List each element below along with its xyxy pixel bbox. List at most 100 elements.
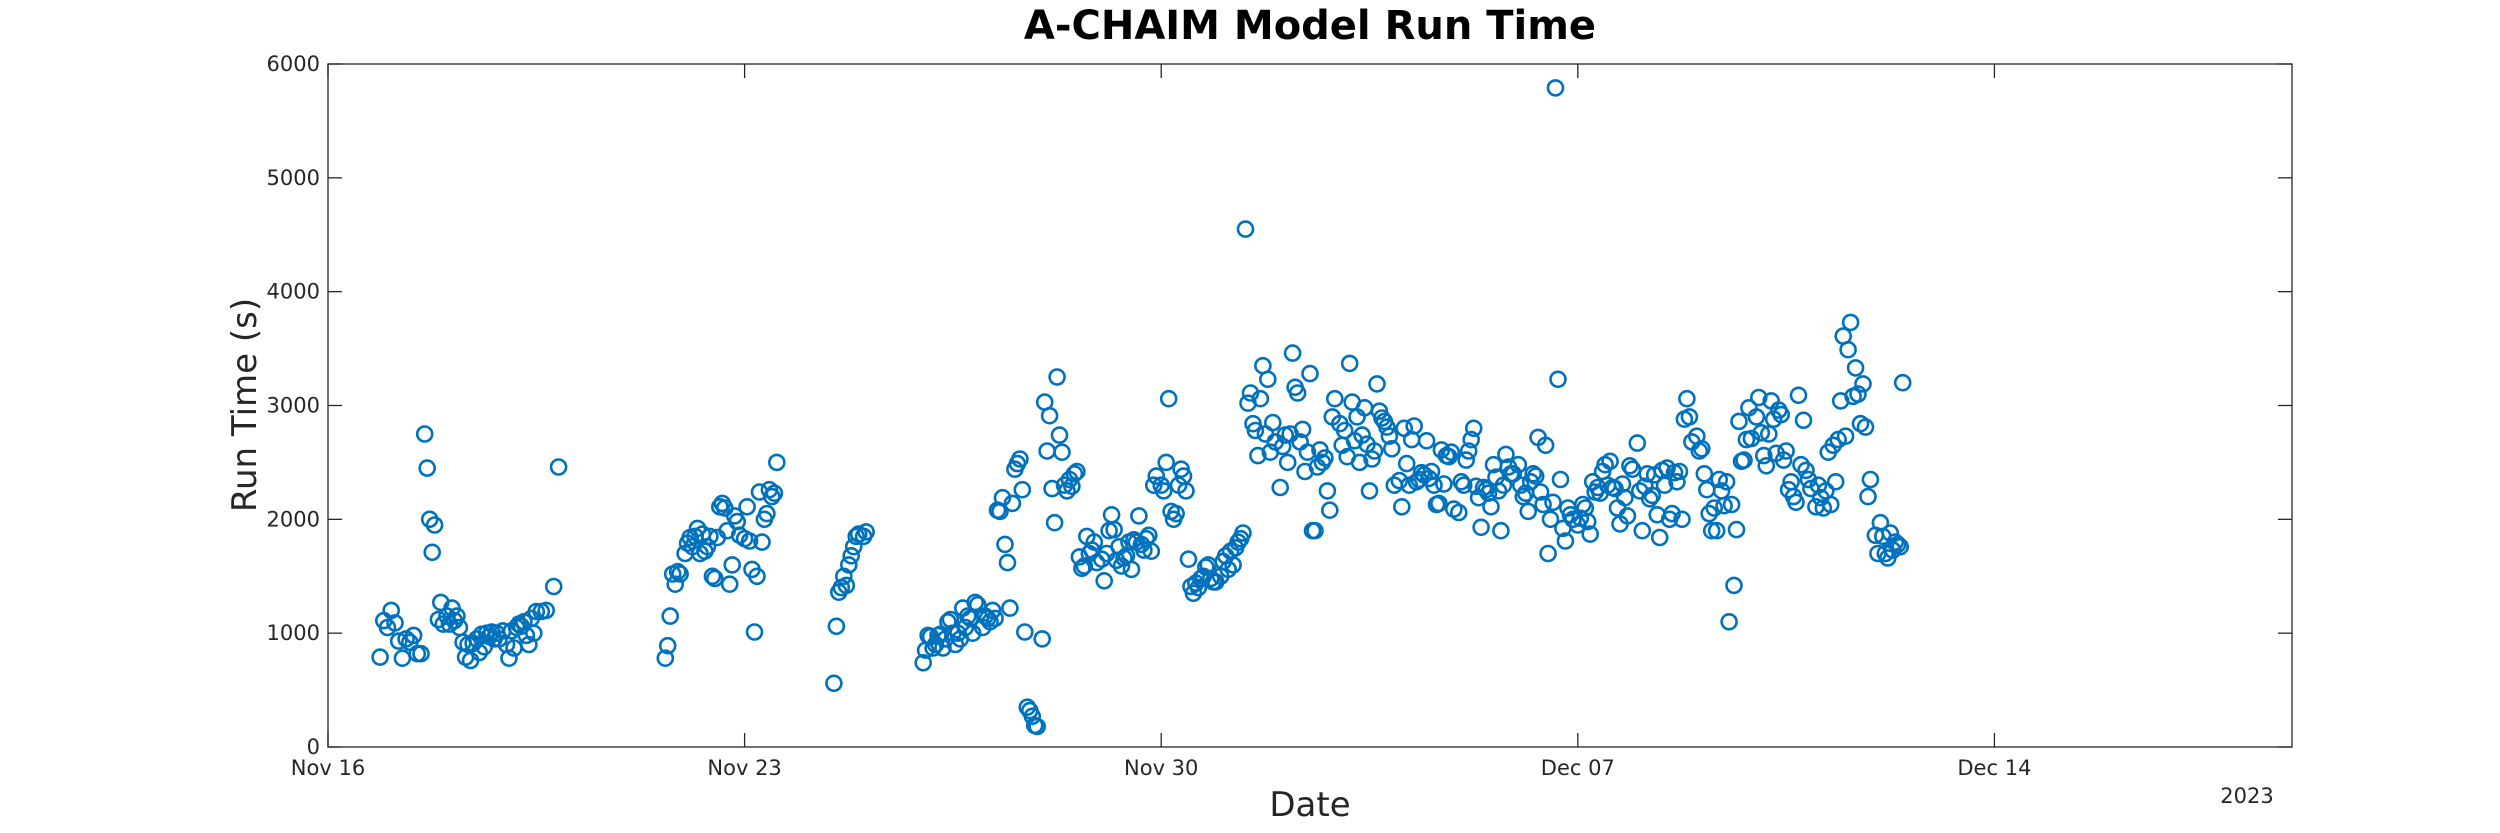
data-point — [1326, 389, 1344, 408]
data-point — [1534, 495, 1552, 514]
data-point — [1742, 429, 1761, 448]
data-point — [1621, 456, 1639, 475]
data-point — [720, 575, 739, 594]
data-point — [1462, 430, 1480, 449]
data-point — [425, 516, 444, 534]
data-point — [1536, 436, 1555, 455]
data-point — [1283, 344, 1302, 362]
data-point — [1539, 544, 1557, 563]
x-axis-label: Date — [1269, 785, 1350, 825]
data-point — [1752, 423, 1771, 442]
data-point — [1040, 406, 1059, 425]
data-point — [1678, 389, 1696, 408]
data-point — [524, 624, 543, 643]
data-point — [998, 553, 1017, 572]
data-point — [842, 546, 861, 565]
data-point — [1301, 364, 1319, 383]
data-point — [1581, 525, 1599, 543]
data-point — [1179, 550, 1198, 569]
data-point — [1095, 571, 1113, 590]
data-point — [993, 488, 1012, 507]
data-point — [389, 632, 408, 650]
data-point — [723, 556, 742, 574]
data-point — [1365, 442, 1384, 460]
data-point — [1643, 486, 1661, 505]
data-point — [1574, 495, 1592, 514]
data-point — [1273, 437, 1292, 456]
data-point — [1497, 445, 1515, 464]
y-tick-label: 2000 — [267, 507, 320, 531]
data-point — [1893, 373, 1912, 392]
data-point — [1797, 461, 1815, 480]
x-tick-label: Nov 23 — [707, 756, 781, 780]
data-point — [1856, 418, 1875, 436]
data-point — [1789, 386, 1808, 405]
data-point — [1229, 533, 1247, 551]
data-point — [1368, 375, 1386, 393]
data-point — [1859, 487, 1877, 506]
data-point — [537, 601, 556, 620]
data-point — [1715, 496, 1733, 515]
data-point — [1045, 513, 1064, 532]
data-point — [1673, 510, 1691, 529]
x-tick-label: Nov 16 — [291, 756, 365, 780]
data-point — [1048, 368, 1066, 386]
data-point — [1023, 707, 1042, 726]
data-point — [1264, 413, 1282, 432]
data-point — [1298, 443, 1317, 462]
data-point — [1207, 573, 1225, 591]
data-point — [1459, 442, 1478, 460]
data-point — [1755, 446, 1773, 465]
data-point — [983, 601, 1002, 620]
data-point — [1390, 471, 1409, 490]
data-point — [1628, 434, 1647, 452]
data-point — [1544, 493, 1562, 512]
x-tick-label: Dec 07 — [1541, 756, 1615, 780]
data-point — [658, 636, 677, 655]
data-point — [1663, 504, 1681, 523]
data-point — [1378, 418, 1396, 436]
data-point — [1105, 520, 1123, 539]
data-point — [1288, 384, 1307, 402]
data-point — [1700, 504, 1718, 523]
data-point — [1058, 482, 1076, 500]
data-point — [745, 623, 764, 641]
data-point — [1028, 717, 1046, 736]
data-point — [412, 644, 430, 663]
data-point — [1787, 493, 1805, 512]
chart-title: A-CHAIM Model Run Time — [1024, 3, 1596, 49]
data-point — [996, 535, 1014, 554]
data-point — [703, 567, 722, 586]
data-point — [1640, 489, 1659, 508]
y-tick-label: 6000 — [267, 52, 320, 76]
data-point — [549, 458, 568, 476]
data-point — [837, 576, 856, 595]
data-point — [1112, 557, 1131, 575]
data-point — [668, 562, 687, 581]
data-point — [1450, 503, 1468, 522]
data-point — [1725, 576, 1743, 595]
data-point — [1224, 556, 1242, 574]
data-point — [1526, 467, 1545, 485]
data-point — [763, 487, 781, 506]
data-point — [1068, 462, 1086, 481]
data-point — [527, 602, 546, 621]
data-point — [1464, 419, 1483, 438]
data-point — [1730, 412, 1748, 431]
data-point — [1154, 482, 1173, 500]
data-point — [1278, 453, 1297, 472]
data-point — [1861, 470, 1880, 489]
data-point — [448, 607, 466, 625]
data-point — [423, 543, 442, 562]
data-point — [740, 532, 759, 550]
data-point — [1085, 533, 1104, 551]
data-point — [1013, 480, 1032, 499]
data-point — [698, 537, 717, 556]
data-point — [1541, 510, 1560, 529]
data-point — [1259, 370, 1277, 389]
data-point — [1011, 450, 1029, 468]
data-point — [1147, 467, 1166, 485]
data-point — [1033, 630, 1051, 648]
data-point — [1549, 370, 1567, 389]
data-point — [1383, 439, 1401, 458]
